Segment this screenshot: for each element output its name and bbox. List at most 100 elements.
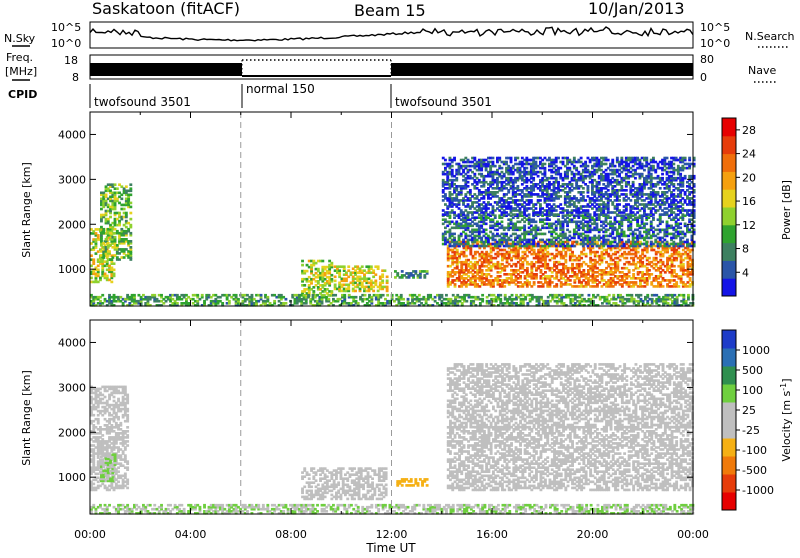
heatmap-cell [627, 239, 630, 242]
heatmap-cell [510, 157, 513, 160]
heatmap-cell [532, 177, 535, 180]
freq-tick-low: 8 [72, 71, 79, 84]
heatmap-cell [659, 187, 662, 190]
heatmap-cell [625, 193, 628, 196]
heatmap-cell [525, 167, 528, 170]
heatmap-cell [537, 175, 540, 178]
heatmap-cell [473, 157, 476, 160]
freq-label-2: [MHz] [5, 65, 37, 78]
heatmap-cell [607, 159, 610, 162]
heatmap-cell [618, 199, 621, 202]
heatmap-cell [639, 231, 642, 234]
power-heatmap-cells [90, 157, 696, 307]
heatmap-cell [485, 229, 488, 232]
heatmap-cell [498, 157, 501, 160]
heatmap-cell [575, 241, 578, 244]
heatmap-cell [526, 267, 529, 270]
beam-title: Beam 15 [354, 1, 426, 20]
heatmap-cell [555, 245, 558, 248]
heatmap-cell [575, 167, 578, 170]
heatmap-cell [562, 241, 565, 244]
heatmap-cell [677, 285, 680, 288]
heatmap-cell [105, 194, 108, 197]
heatmap-cell [453, 237, 456, 240]
heatmap-cell [492, 161, 495, 164]
heatmap-cell [526, 255, 529, 258]
heatmap-cell [571, 263, 574, 266]
heatmap-cell [544, 271, 547, 274]
heatmap-cell [505, 161, 508, 164]
cpid-segment-1: twofsound 3501 [94, 95, 191, 109]
heatmap-cell [682, 263, 685, 266]
heatmap-cell [107, 250, 110, 253]
heatmap-cell [453, 211, 456, 214]
heatmap-cell [689, 277, 692, 280]
heatmap-cell [666, 241, 669, 244]
heatmap-cell [338, 269, 341, 272]
heatmap-cell [652, 157, 655, 160]
heatmap-cell [623, 231, 626, 234]
heatmap-cell [330, 290, 333, 293]
heatmap-cell [114, 236, 117, 239]
heatmap-cell [582, 269, 585, 272]
heatmap-cell [666, 221, 669, 224]
heatmap-cell [125, 185, 128, 188]
heatmap-cell [129, 224, 132, 227]
nsky-tick-low: 10^0 [51, 37, 81, 50]
heatmap-cell [516, 185, 519, 188]
heatmap-cell [584, 199, 587, 202]
heatmap-cell [672, 183, 675, 186]
nsky-label: N.Sky [4, 32, 36, 45]
heatmap-cell [129, 240, 132, 243]
heatmap-cell [492, 157, 495, 160]
heatmap-cell [584, 161, 587, 164]
heatmap-cell [641, 173, 644, 176]
heatmap-cell [625, 257, 628, 260]
heatmap-cell [101, 294, 104, 297]
heatmap-cell [129, 183, 132, 186]
heatmap-cell [655, 257, 658, 260]
heatmap-cell [632, 181, 635, 184]
heatmap-cell [334, 280, 337, 283]
heatmap-cell [679, 173, 682, 176]
heatmap-cell [113, 273, 116, 276]
nsearch-tick-high: 10^5 [700, 21, 730, 34]
heatmap-cell [596, 251, 599, 254]
heatmap-cell [528, 281, 531, 284]
heatmap-cell [374, 280, 377, 283]
heatmap-cell [637, 251, 640, 254]
heatmap-cell [635, 281, 638, 284]
date-title: 10/Jan/2013 [588, 0, 685, 18]
heatmap-cell [533, 249, 536, 252]
heatmap-cell [321, 260, 324, 263]
heatmap-cell [580, 157, 583, 160]
heatmap-cell [568, 167, 571, 170]
heatmap-cell [528, 213, 531, 216]
heatmap-cell [620, 157, 623, 160]
heatmap-cell [609, 216, 612, 219]
heatmap-cell [568, 231, 571, 234]
heatmap-cell [301, 264, 304, 267]
heatmap-cell [571, 183, 574, 186]
nsky-tick-high: 10^5 [51, 21, 81, 34]
heatmap-cell [354, 290, 357, 293]
heatmap-cell [619, 259, 622, 262]
heatmap-cell [116, 187, 119, 190]
heatmap-cell [120, 198, 123, 201]
heatmap-cell [490, 275, 493, 278]
heatmap-cell [544, 163, 547, 166]
heatmap-cell [641, 261, 644, 264]
heatmap-cell [426, 270, 429, 273]
heatmap-cell [539, 199, 542, 202]
heatmap-cell [585, 253, 588, 256]
heatmap-cell [662, 285, 665, 288]
heatmap-cell [650, 173, 653, 176]
heatmap-cell [652, 165, 655, 168]
heatmap-cell [573, 245, 576, 248]
heatmap-cell [648, 257, 651, 260]
heatmap-cell [465, 255, 468, 258]
nsky-panel-frame [90, 22, 693, 48]
heatmap-cell [469, 189, 472, 192]
